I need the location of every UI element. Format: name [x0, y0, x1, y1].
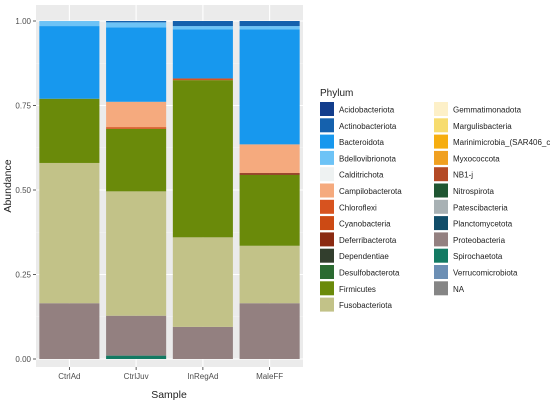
bar-segment [106, 21, 167, 23]
legend-label: Bdellovibrionota [339, 154, 396, 163]
legend-label: Campilobacterota [339, 187, 402, 196]
legend-label: Chloroflexi [339, 203, 377, 212]
bar-segment [172, 78, 233, 81]
legend-label: Acidobacteriota [339, 106, 395, 115]
legend-key [434, 281, 448, 296]
legend-label: Deferribacterota [339, 236, 397, 245]
bar-segment [239, 26, 300, 30]
legend-label: Patescibacteria [453, 203, 508, 212]
x-axis-label: Sample [151, 389, 187, 401]
x-tick-label: MaleFF [256, 372, 283, 381]
y-axis-label: Abundance [2, 159, 14, 212]
bar-segment [172, 237, 233, 327]
legend-key [434, 134, 448, 149]
legend-key [434, 118, 448, 133]
bars [39, 21, 300, 359]
legend-label: Margulisbacteria [453, 122, 512, 131]
y-axis: 0.00 0.25 0.50 0.75 1.00 [15, 17, 36, 364]
bar-segment [106, 127, 167, 129]
y-tick-label: 0.25 [15, 271, 31, 280]
x-tick-label: CtrlJuv [124, 372, 149, 381]
legend-key [434, 265, 448, 279]
bar-segment [172, 29, 233, 79]
legend-key [320, 265, 334, 279]
y-tick-label: 0.00 [15, 355, 31, 364]
legend-label: Marinimicrobia_(SAR406_clade) [453, 138, 550, 147]
bar-segment [39, 162, 100, 304]
legend-key [320, 183, 334, 198]
legend-key [320, 102, 334, 116]
bar-segment [172, 26, 233, 30]
bar-segment [106, 128, 167, 192]
legend-key [434, 183, 448, 198]
x-tick-label: InRegAd [187, 372, 218, 381]
legend-key [320, 248, 334, 263]
bar-segment [172, 21, 233, 27]
legend-label: Verrucomicrobiota [453, 269, 518, 278]
legend-label: Spirochaetota [453, 252, 503, 261]
bar-segment [239, 303, 300, 359]
legend-key [434, 167, 448, 182]
legend-label: Bacteroidota [339, 138, 384, 147]
legend-label: Myxococcota [453, 154, 500, 163]
legend-key [434, 232, 448, 247]
legend-key [320, 150, 334, 165]
bar-segment [39, 98, 100, 163]
bar-segment [106, 27, 167, 102]
legend-label: Cyanobacteria [339, 220, 391, 229]
x-tick-label: CtrlAd [58, 372, 80, 381]
bar-segment [106, 315, 167, 356]
legend-key [320, 297, 334, 312]
legend-key [320, 232, 334, 247]
legend-label: Planctomycetota [453, 220, 513, 229]
bar-segment [239, 245, 300, 304]
legend-label: Desulfobacterota [339, 269, 400, 278]
bar-segment [106, 22, 167, 28]
legend-label: Fusobacteriota [339, 301, 392, 310]
legend-title: Phylum [320, 88, 353, 99]
legend-label: Dependentiae [339, 252, 389, 261]
legend-key [320, 281, 334, 296]
bar-segment [106, 191, 167, 316]
bar-segment [39, 26, 100, 99]
legend-key [434, 102, 448, 116]
bar-segment [39, 303, 100, 359]
y-tick-label: 1.00 [15, 17, 31, 26]
legend-label: NA [453, 285, 465, 294]
legend-label: NB1-j [453, 171, 473, 180]
legend-key [434, 199, 448, 214]
x-axis: CtrlAd CtrlJuv InRegAd MaleFF [58, 367, 283, 381]
legend-label: Proteobacteria [453, 236, 506, 245]
bar-segment [106, 355, 167, 359]
y-tick-label: 0.50 [15, 186, 31, 195]
legend-key [320, 167, 334, 182]
legend-key [434, 248, 448, 263]
bar-segment [239, 21, 300, 27]
legend-label: Calditrichota [339, 171, 384, 180]
legend-label: Gemmatimonadota [453, 106, 522, 115]
legend-label: Nitrospirota [453, 187, 494, 196]
bar-segment [172, 80, 233, 238]
bar-segment [239, 29, 300, 145]
legend-label: Firmicutes [339, 285, 376, 294]
legend-key [320, 134, 334, 149]
legend-label: Actinobacteriota [339, 122, 397, 131]
y-tick-label: 0.75 [15, 102, 31, 111]
bar-segment [239, 144, 300, 174]
bar-segment [172, 326, 233, 359]
bar-segment [239, 173, 300, 175]
legend-key [320, 199, 334, 214]
legend: Phylum Acidobacteriota Actinobacteriota Ba… [320, 88, 550, 312]
bar-segment [106, 101, 167, 128]
legend-key [320, 216, 334, 231]
legend-key [434, 216, 448, 231]
bar-segment [39, 21, 100, 27]
legend-key [320, 118, 334, 133]
bar-segment [239, 174, 300, 246]
legend-key [434, 150, 448, 165]
